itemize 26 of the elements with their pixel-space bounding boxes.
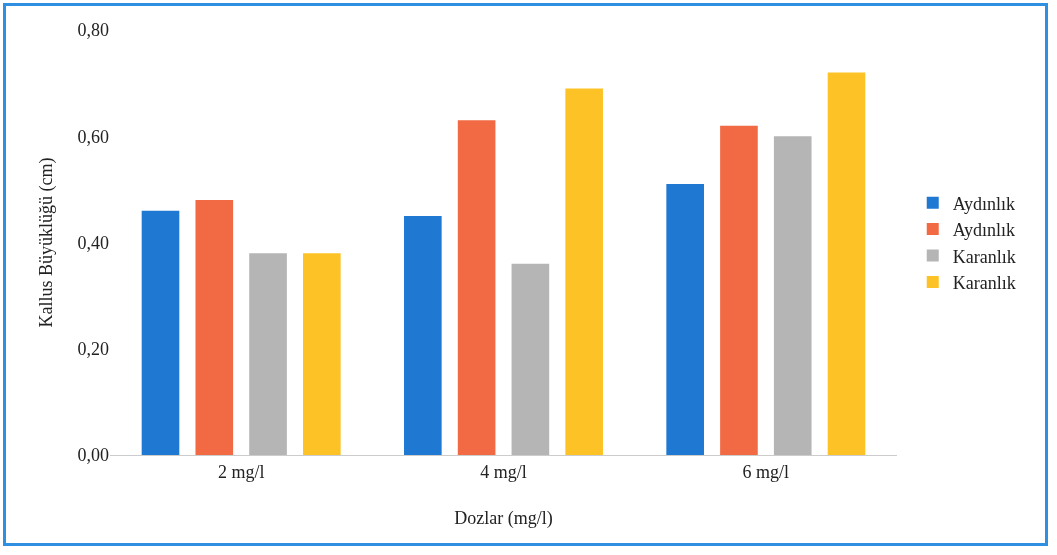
x-axis-title: Dozlar (mg/l) — [454, 507, 553, 529]
bar — [195, 200, 234, 455]
legend-label: Aydınlık — [952, 193, 1016, 214]
bar — [827, 72, 866, 455]
bar — [249, 253, 287, 455]
legend-label: Aydınlık — [952, 220, 1016, 241]
bar — [511, 263, 550, 455]
y-axis-title: Kallus Büyüklüğü (cm) — [35, 157, 57, 328]
y-tick-label: 0,40 — [77, 232, 109, 253]
bar — [141, 210, 180, 455]
x-tick-label: 2 mg/l — [217, 461, 265, 482]
bar — [404, 215, 442, 455]
y-tick-label: 0,00 — [77, 445, 109, 466]
y-tick-label: 0,80 — [77, 20, 109, 41]
legend-label: Karanlık — [952, 246, 1016, 267]
bar — [565, 88, 603, 455]
legend-label: Karanlık — [952, 272, 1016, 293]
bar — [773, 136, 812, 455]
x-tick-label: 6 mg/l — [742, 461, 790, 482]
bar — [303, 253, 341, 455]
x-tick-label: 4 mg/l — [480, 461, 527, 482]
y-tick-label: 0,20 — [77, 339, 109, 360]
bar — [720, 125, 758, 455]
bar — [666, 184, 704, 455]
bar — [457, 120, 496, 455]
y-tick-label: 0,60 — [77, 126, 109, 147]
